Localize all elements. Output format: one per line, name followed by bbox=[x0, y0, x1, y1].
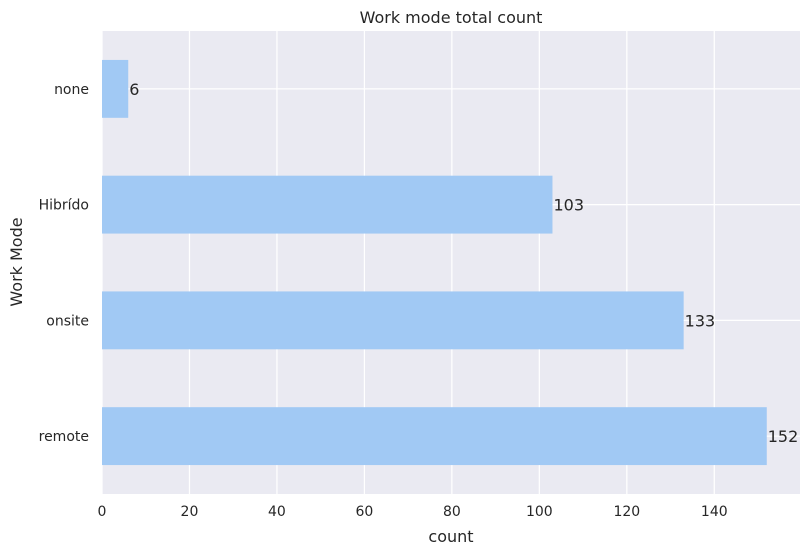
x-tick-label: 60 bbox=[355, 504, 373, 520]
data-label: 6 bbox=[129, 80, 139, 99]
bar-none bbox=[102, 59, 129, 118]
y-tick-label: none bbox=[54, 82, 89, 98]
y-tick-label: Hibrído bbox=[39, 198, 89, 214]
x-tick-labels: 0 20 40 60 80 100 120 140 bbox=[98, 504, 728, 520]
x-tick-label: 140 bbox=[701, 504, 728, 520]
x-tick-label: 0 bbox=[98, 504, 107, 520]
x-tick-label: 80 bbox=[443, 504, 461, 520]
bars bbox=[102, 59, 767, 466]
chart-title: Work mode total count bbox=[360, 8, 543, 27]
x-tick-label: 20 bbox=[181, 504, 199, 520]
x-axis-title: count bbox=[428, 527, 473, 546]
x-tick-label: 100 bbox=[526, 504, 553, 520]
bar-onsite bbox=[102, 291, 684, 350]
y-tick-label: onsite bbox=[46, 313, 89, 329]
data-label: 152 bbox=[768, 427, 799, 446]
y-tick-label: remote bbox=[39, 429, 89, 445]
bar-hibrído bbox=[102, 175, 553, 234]
data-label: 103 bbox=[553, 196, 584, 215]
y-tick-labels: none Hibrído onsite remote bbox=[39, 82, 89, 445]
x-tick-label: 120 bbox=[613, 504, 640, 520]
y-axis-title: Work Mode bbox=[7, 217, 26, 306]
data-labels: 6 103 133 152 bbox=[129, 80, 798, 446]
x-tick-label: 40 bbox=[268, 504, 286, 520]
bar-remote bbox=[102, 407, 767, 466]
data-label: 133 bbox=[685, 311, 716, 330]
